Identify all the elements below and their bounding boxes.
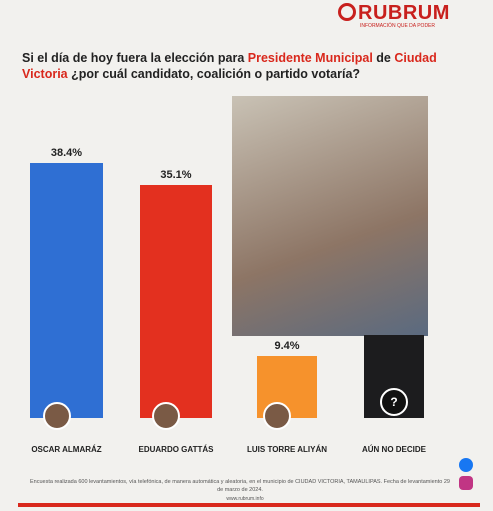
photo xyxy=(232,96,428,336)
category-label: AÚN NO DECIDE xyxy=(361,445,426,454)
url: www.rubrum.info xyxy=(226,496,264,502)
bar xyxy=(140,184,212,418)
chart-title: Si el día de hoy fuera la elección para … xyxy=(22,50,462,82)
candidate-avatar xyxy=(152,402,180,430)
candidate-avatar xyxy=(263,402,291,430)
bar xyxy=(30,163,103,418)
logo: RUBRUM xyxy=(338,2,450,25)
value-label: 35.1% xyxy=(160,168,192,181)
title-part: de xyxy=(372,51,395,65)
tagline: INFORMACIÓN QUE DA PODER xyxy=(360,23,436,29)
title-highlight: Presidente Municipal xyxy=(247,51,373,65)
footer-line xyxy=(18,503,480,507)
candidate-avatar xyxy=(42,402,71,430)
title-highlight: Ciudad Victoria xyxy=(22,51,437,81)
undecided-avatar: ? xyxy=(380,388,408,416)
title-part: Si el día de hoy fuera la elección para xyxy=(22,51,248,65)
facebook-icon xyxy=(459,458,473,472)
category-label: EDUARDO GATTÁS xyxy=(138,445,214,454)
social-icons xyxy=(459,458,473,490)
category-label: OSCAR ALMARÁZ xyxy=(31,445,102,454)
value-label: 9.4% xyxy=(274,339,300,352)
category-label: LUIS TORRE ALIYÁN xyxy=(247,445,328,454)
instagram-icon xyxy=(459,476,473,490)
footnote: Encuesta realizada 600 levantamientos, v… xyxy=(30,479,450,493)
logo-text: RUBRUM xyxy=(358,2,450,24)
value-label: 38.4% xyxy=(50,147,83,160)
title-part: ¿por cuál candidato, coalición o partido… xyxy=(67,67,361,81)
